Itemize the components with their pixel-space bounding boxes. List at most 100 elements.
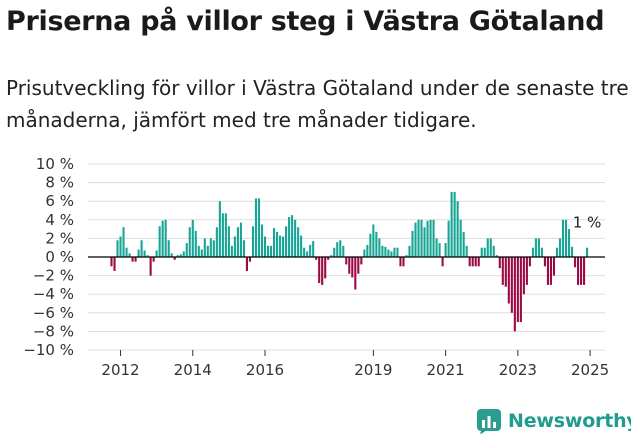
bar: [525, 257, 528, 285]
bar: [441, 257, 444, 267]
bar: [131, 257, 134, 262]
bar: [263, 236, 267, 257]
bar: [573, 257, 577, 268]
bar: [411, 230, 414, 257]
bar: [200, 249, 203, 257]
bar: [279, 235, 282, 257]
y-tick-label: −6 %: [33, 304, 74, 322]
bar: [360, 257, 363, 265]
last-value-label: 1 %: [573, 214, 602, 232]
bar: [221, 213, 224, 257]
bar: [134, 257, 137, 262]
y-axis: 10 %8 %6 %4 %2 %0 %−2 %−4 %−6 %−8 %−10 %: [23, 155, 74, 359]
bar: [363, 249, 366, 257]
bar: [269, 245, 273, 257]
bar: [276, 231, 279, 257]
bar: [501, 257, 504, 285]
bar: [251, 226, 255, 257]
bar: [152, 257, 155, 262]
bar: [489, 238, 492, 257]
bar: [282, 236, 285, 257]
bar: [155, 250, 158, 257]
bar: [312, 241, 315, 257]
x-tick-label: 2021: [427, 361, 465, 379]
bar: [125, 247, 128, 257]
bar: [462, 231, 465, 257]
bar: [534, 238, 537, 257]
bar: [242, 240, 245, 257]
bar: [399, 257, 402, 267]
bar: [504, 257, 507, 287]
bar: [254, 198, 258, 257]
bar: [528, 257, 531, 267]
bar: [315, 257, 318, 260]
bar: [540, 247, 543, 257]
bar: [468, 257, 471, 267]
bar: [357, 257, 360, 274]
bar: [206, 245, 209, 257]
bar: [285, 226, 288, 257]
bar: [471, 257, 474, 267]
annotations: 1 %: [573, 214, 602, 232]
bar: [558, 238, 562, 257]
y-tick-label: −2 %: [33, 267, 74, 285]
bar: [432, 219, 435, 257]
y-tick-label: 4 %: [45, 211, 74, 229]
bar: [586, 247, 589, 257]
bar: [110, 257, 113, 267]
bar: [402, 257, 405, 267]
bar: [537, 238, 540, 257]
bar: [297, 227, 300, 257]
bar: [426, 220, 429, 257]
bar: [116, 240, 119, 257]
bar: [516, 257, 519, 323]
bar: [474, 257, 477, 267]
bar: [218, 201, 221, 257]
bar: [354, 257, 357, 290]
bar: [435, 238, 438, 257]
bar: [167, 240, 170, 257]
bar: [423, 227, 426, 257]
gridlines: [88, 163, 605, 351]
bar: [498, 257, 501, 269]
y-tick-label: 10 %: [36, 155, 74, 173]
y-tick-label: 2 %: [45, 229, 74, 247]
bar: [182, 251, 185, 257]
bar: [375, 231, 378, 257]
y-tick-label: 8 %: [45, 174, 74, 192]
bar: [188, 227, 191, 257]
bar: [342, 245, 345, 257]
bar: [372, 224, 375, 257]
bar: [336, 242, 339, 257]
bar: [438, 243, 441, 257]
bar: [191, 219, 194, 257]
bar: [405, 255, 408, 257]
bar: [580, 257, 583, 285]
chart-subtitle: Prisutveckling för villor i Västra Götal…: [6, 76, 629, 132]
bar: [570, 246, 574, 257]
bar: [414, 222, 417, 257]
bar: [486, 238, 489, 257]
bar: [291, 215, 294, 257]
bar: [408, 245, 411, 257]
bar: [477, 257, 480, 267]
bar: [519, 257, 522, 323]
bar: [510, 257, 513, 313]
bar: [348, 257, 351, 274]
bar: [369, 233, 372, 257]
bar: [143, 250, 146, 257]
newsworthy-chart-icon: [477, 409, 501, 434]
bar: [209, 238, 212, 257]
bar: [245, 257, 248, 271]
bar: [236, 227, 239, 257]
bar: [288, 217, 291, 257]
bar: [164, 219, 167, 257]
bar: [396, 247, 399, 257]
bar: [197, 245, 200, 257]
bar: [417, 219, 420, 257]
bar: [450, 191, 453, 257]
bar: [119, 236, 122, 257]
bar: [378, 238, 381, 257]
bar: [577, 257, 580, 285]
